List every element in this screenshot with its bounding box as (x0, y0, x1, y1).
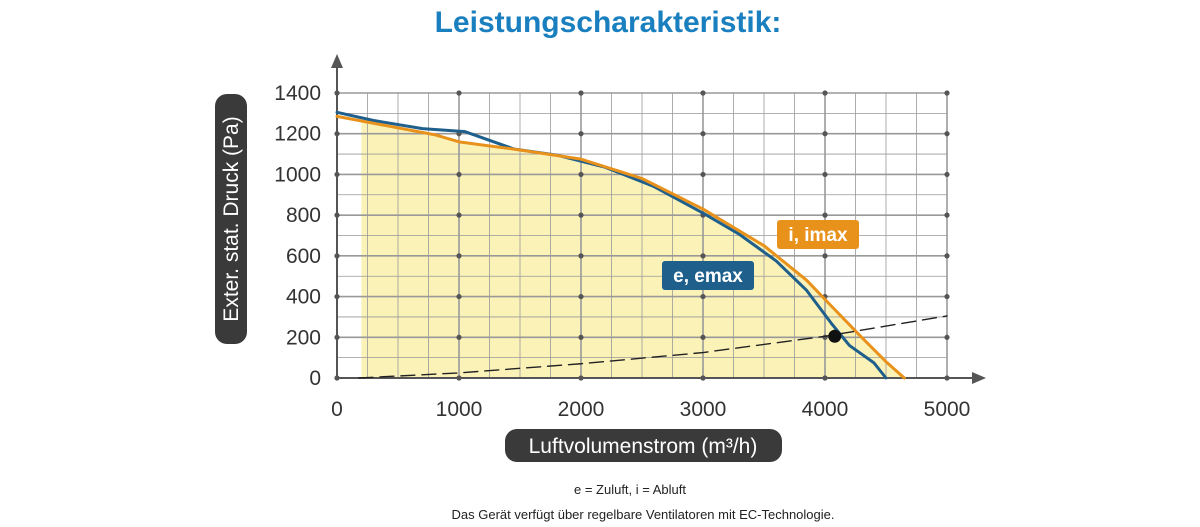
grid-intersection-dot (944, 253, 950, 259)
y-tick-label: 1200 (274, 123, 321, 146)
grid-intersection-dot (456, 293, 462, 300)
system-curve-line (358, 315, 948, 379)
label-e-emax-box (662, 261, 754, 290)
y-tick-label: 200 (286, 326, 321, 349)
grid-intersection-dot (456, 171, 462, 178)
y-tick-label: 1000 (274, 163, 321, 186)
label-e-emax-text: e, emax (673, 266, 743, 287)
shaded-operating-region (361, 120, 905, 378)
y-tick-labels: 0 200 400 600 800 1000 1200 1400 (274, 82, 321, 390)
grid-intersection-dot (578, 171, 584, 178)
shaded-region-area (361, 120, 905, 378)
y-tick-label: 0 (309, 367, 321, 390)
x-tick-label: 2000 (558, 398, 605, 421)
grid-intersection-dot (578, 293, 584, 300)
series-line-i-imax (335, 114, 906, 380)
grid-intersection-dot (456, 90, 462, 96)
y-axis-arrow-icon (331, 54, 343, 68)
y-tick-label: 400 (286, 286, 321, 309)
grid-intersection-dot (822, 90, 828, 96)
grid-intersection-dot (578, 131, 584, 137)
y-tick-label: 1400 (274, 82, 321, 105)
series-lines (335, 110, 948, 380)
grid-intersection-dot (822, 253, 828, 259)
y-axis-label-pill (215, 94, 247, 344)
grid-intersection-dot (944, 334, 950, 340)
chart-title: Leistungscharakteristik: (435, 6, 782, 39)
grid-intersection-dot (944, 131, 950, 137)
grid-intersection-dot (700, 171, 706, 178)
grid-intersection-dot (578, 90, 584, 96)
grid-intersection-dot (578, 334, 584, 340)
y-tick-label: 600 (286, 245, 321, 268)
y-tick-label: 800 (286, 204, 321, 227)
footnote-legend: e = Zuluft, i = Abluft (574, 482, 686, 497)
grid-intersection-dot (944, 90, 950, 96)
grid-intersection-dot (944, 293, 950, 300)
grid-intersection-dot (456, 253, 462, 259)
x-tick-label: 4000 (802, 398, 849, 421)
grid-intersection-dot (578, 212, 584, 218)
y-axis-label-text: Exter. stat. Druck (Pa) (220, 116, 243, 321)
axes (331, 54, 986, 384)
grid-intersection-dot (700, 253, 706, 259)
x-tick-label: 1000 (436, 398, 483, 421)
x-tick-label: 3000 (680, 398, 727, 421)
label-i-imax-text: i, imax (788, 225, 848, 246)
x-tick-labels: 0 1000 2000 3000 4000 5000 (331, 398, 970, 421)
grid-intersection-dot (944, 171, 950, 178)
grid-intersection-dot (456, 334, 462, 340)
grid-intersection-dot (822, 171, 828, 178)
series-labels: e, emax i, imax (662, 220, 859, 290)
x-axis-arrow-icon (972, 372, 986, 384)
y-axis-label: Exter. stat. Druck (Pa) (215, 94, 247, 344)
grid-intersection-dot (700, 293, 706, 300)
grid-intersection-dot (700, 90, 706, 96)
grid-intersection-dot (700, 131, 706, 137)
grid-intersection-dot (578, 253, 584, 259)
x-axis-label-pill (505, 429, 782, 462)
grid-intersection-dot (700, 334, 706, 340)
x-axis-label: Luftvolumenstrom (m³/h) (505, 429, 782, 462)
footnote-ec-technology: Das Gerät verfügt über regelbare Ventila… (452, 507, 835, 522)
operating-point-dot (828, 329, 842, 343)
grid-intersection-dot (456, 212, 462, 218)
grid-intersection-dot (822, 212, 828, 218)
x-tick-label: 5000 (924, 398, 971, 421)
grid-intersection-dot (822, 131, 828, 137)
grid-intersection-dot (944, 212, 950, 218)
x-axis-label-text: Luftvolumenstrom (m³/h) (529, 435, 758, 458)
label-i-imax-box (777, 220, 859, 249)
x-tick-label: 0 (331, 398, 343, 421)
